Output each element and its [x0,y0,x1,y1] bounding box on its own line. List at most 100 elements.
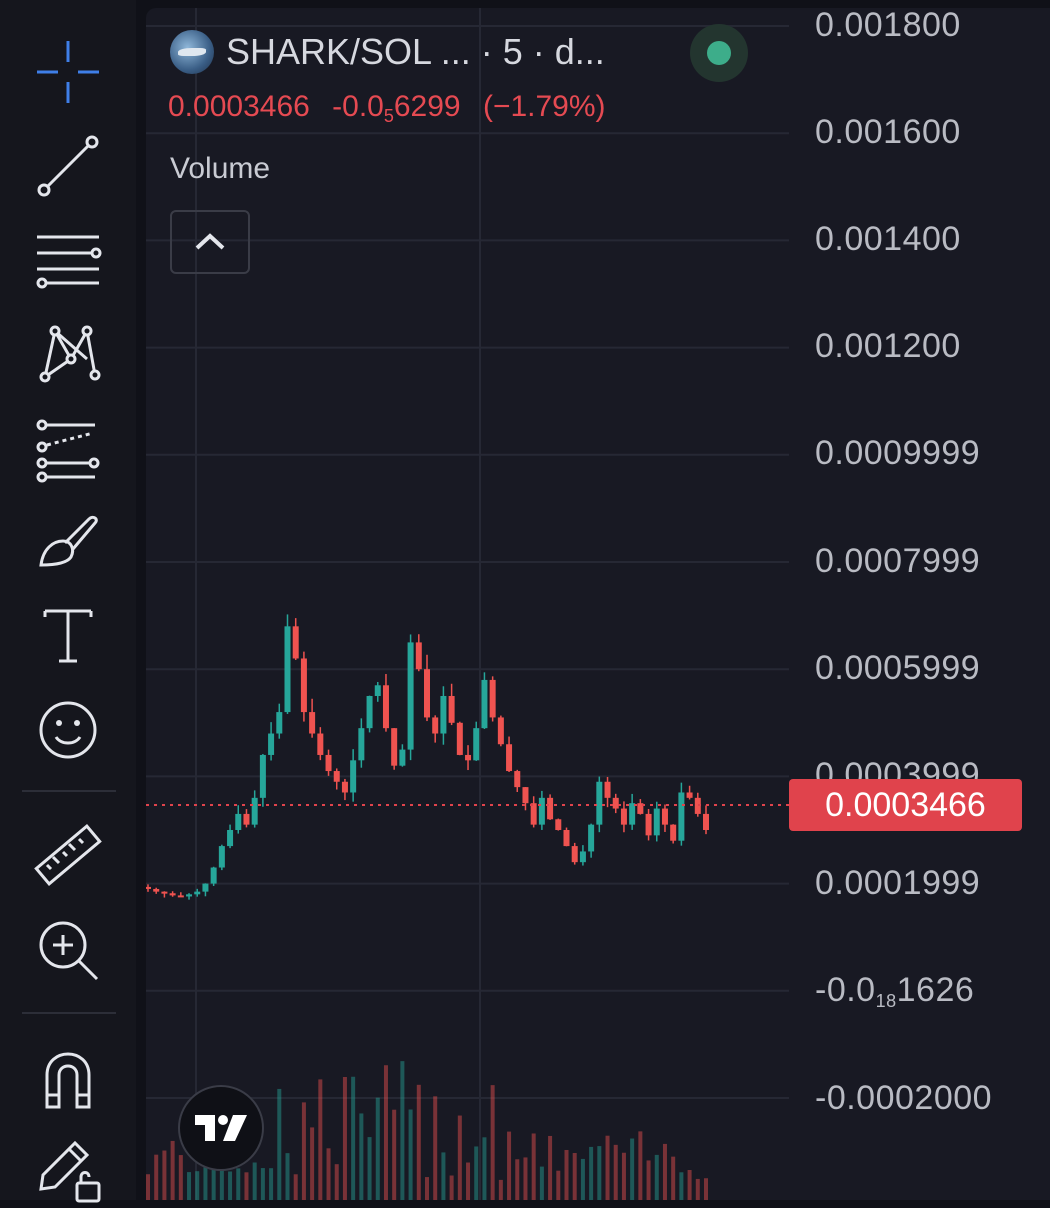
price-axis-label: 0.001200 [815,327,961,365]
price-axis-label: 0.001400 [815,220,961,258]
volume-bar [646,1160,651,1200]
chevron-up-icon [195,233,225,250]
pattern-tool[interactable] [20,312,116,392]
horizontal-lines-tool[interactable] [20,218,116,298]
volume-bar [277,1088,282,1200]
candle-body [194,891,201,895]
crosshair-tool[interactable] [20,32,116,112]
candle-body [251,797,258,825]
candle-body [284,626,291,713]
lock-drawing-tool[interactable] [20,1128,116,1208]
magnet-tool[interactable] [20,1038,116,1118]
symbol-legend[interactable]: SHARK/SOL ... · 5 · d... [170,30,605,74]
candle-body [227,830,234,847]
brush-tool[interactable] [20,500,116,580]
volume-bar [498,1179,503,1200]
status-dot-icon [707,41,731,65]
candle-body [292,626,299,659]
volume-bar [474,1146,479,1200]
price-change: -0.056299 [332,90,461,126]
volume-study-label[interactable]: Volume [170,152,271,185]
trend-line-tool[interactable] [20,124,116,204]
volume-bar [228,1171,233,1200]
chart-pane[interactable]: SHARK/SOL ... · 5 · d... 0.0003466 -0.05… [146,8,1050,1200]
volume-bar [572,1153,577,1200]
volume-bar [400,1061,405,1200]
last-price: 0.0003466 [168,90,310,123]
candle-body [153,888,160,892]
candle-body [177,895,184,898]
candle-body [415,642,422,670]
volume-bar [638,1131,643,1200]
candle-body [325,754,332,772]
candle-body [596,781,603,825]
volume-bar [449,1175,454,1200]
tradingview-logo[interactable] [178,1085,264,1171]
volume-bar [687,1169,692,1200]
volume-bar [425,1177,429,1200]
volume-bar [695,1178,700,1200]
toolbar-divider [22,1012,116,1014]
volume-bar [433,1096,438,1200]
zoom-in-icon [39,921,99,981]
ruler-tool[interactable] [20,816,116,896]
volume-bar [359,1113,364,1200]
candle-body [522,787,529,804]
volume-bar [621,1152,626,1200]
volume-bar [539,1166,544,1200]
volume-bar [260,1168,265,1200]
candles [146,614,709,900]
candle-body [686,792,693,798]
volume-bar [490,1085,495,1200]
candle-body [424,669,430,718]
volume-bar [318,1079,323,1200]
volume-bar [671,1156,676,1200]
forecast-tool[interactable] [20,406,116,486]
price-axis-label: 0.0009999 [815,434,981,472]
candle-body [571,846,578,863]
zoom-in-tool[interactable] [20,910,116,990]
price-axis-label: 0.0007999 [815,542,981,580]
candle-body [612,797,619,809]
volume-bar [580,1158,585,1200]
candle-body [391,728,398,766]
candle-body [588,824,595,852]
ruler-icon [34,824,102,886]
price-axis-label: -0.0002000 [815,1079,993,1117]
volume-bars [146,1061,708,1200]
magnet-icon [45,1052,91,1109]
pattern-icon [39,325,101,383]
price-axis-label: 0.001600 [815,113,961,151]
candle-body [678,792,685,841]
candle-body [374,685,381,696]
volume-bar [654,1154,659,1200]
volume-bar [334,1164,339,1200]
candle-body [481,679,488,729]
volume-bar [244,1172,249,1200]
volume-bar [630,1138,635,1200]
candle-body [465,754,472,761]
grid [146,8,789,1200]
candle-body [202,883,209,892]
volume-bar [219,1152,224,1200]
volume-bar [375,1097,380,1200]
market-status-indicator[interactable] [690,24,748,82]
crosshair-icon [37,41,99,103]
emoji-tool[interactable] [20,688,116,768]
volume-bar [252,1162,257,1200]
price-chart[interactable] [146,8,1050,1200]
volume-bar [154,1154,159,1200]
candle-body [333,771,340,782]
brush-icon [39,515,98,567]
forecast-icon [36,419,100,483]
volume-bar [301,1102,306,1200]
price-axis-label-negative: -0.0181626 [815,971,975,1011]
candle-body [620,808,627,825]
volume-bar [482,1137,487,1200]
collapse-legend-button[interactable] [170,210,250,274]
volume-bar [195,1171,200,1200]
volume-bar [704,1178,708,1200]
text-tool[interactable] [20,594,116,674]
price-axis-label: 0.0001999 [815,864,981,902]
price-axis-label: 0.001800 [815,6,961,44]
